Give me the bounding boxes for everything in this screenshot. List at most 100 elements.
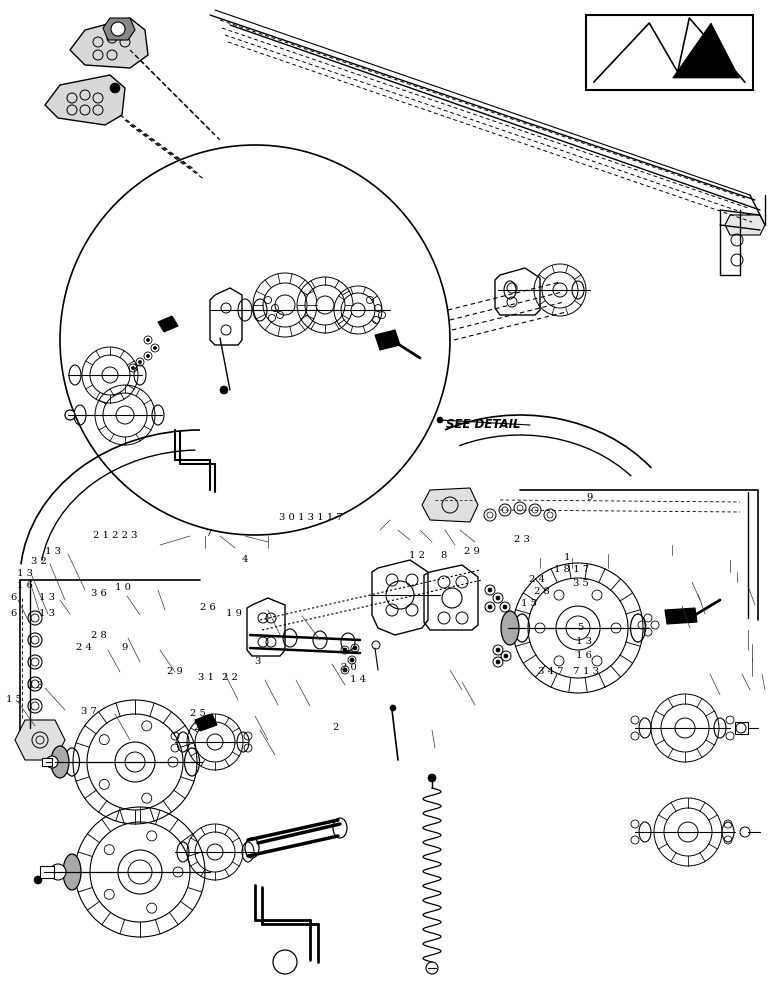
Circle shape	[34, 876, 42, 884]
Text: 3 6: 3 6	[91, 589, 106, 598]
Text: 1 6: 1 6	[17, 582, 33, 590]
Circle shape	[488, 588, 492, 592]
Text: 1 8 1 7: 1 8 1 7	[554, 566, 590, 574]
Text: 1 2: 1 2	[410, 552, 425, 560]
Circle shape	[138, 360, 141, 363]
Text: 2 9: 2 9	[167, 668, 182, 676]
Circle shape	[437, 417, 443, 423]
Circle shape	[553, 283, 567, 297]
Text: 2 1 2 2 3: 2 1 2 2 3	[92, 530, 137, 540]
Circle shape	[50, 864, 66, 880]
Circle shape	[556, 606, 600, 650]
Text: 8: 8	[441, 552, 447, 560]
Text: 1 9: 1 9	[227, 609, 242, 618]
Polygon shape	[195, 714, 217, 731]
Text: 3 7: 3 7	[81, 708, 97, 716]
Circle shape	[207, 734, 223, 750]
Circle shape	[220, 386, 228, 394]
Circle shape	[504, 654, 508, 658]
Text: 3: 3	[255, 658, 261, 666]
Circle shape	[118, 850, 162, 894]
Polygon shape	[735, 722, 748, 734]
Text: 5: 5	[577, 624, 584, 633]
Circle shape	[110, 83, 120, 93]
Text: SEE DETAIL: SEE DETAIL	[446, 418, 521, 432]
Circle shape	[125, 752, 145, 772]
Circle shape	[147, 355, 150, 358]
Circle shape	[675, 718, 695, 738]
Text: 2 4: 2 4	[76, 644, 92, 652]
Text: 9: 9	[587, 493, 593, 502]
Text: 2: 2	[332, 724, 338, 732]
Circle shape	[488, 605, 492, 609]
Circle shape	[496, 648, 500, 652]
Circle shape	[46, 756, 58, 768]
Circle shape	[390, 705, 396, 711]
Circle shape	[351, 303, 365, 317]
Polygon shape	[15, 720, 65, 760]
Text: 2 5: 2 5	[190, 710, 206, 718]
Text: 2 0: 2 0	[341, 664, 357, 672]
Text: 1: 1	[563, 554, 570, 562]
Polygon shape	[40, 866, 54, 878]
Polygon shape	[422, 488, 478, 522]
Circle shape	[116, 406, 134, 424]
Circle shape	[275, 295, 295, 315]
Polygon shape	[70, 18, 148, 68]
Text: 4: 4	[241, 556, 248, 564]
Text: 2 7: 2 7	[194, 724, 210, 732]
Polygon shape	[673, 23, 740, 78]
Text: 1 3: 1 3	[576, 638, 591, 647]
Text: 1 3: 1 3	[39, 609, 54, 618]
Text: 3 2: 3 2	[31, 558, 47, 566]
Text: 2 2: 2 2	[222, 674, 237, 682]
Circle shape	[350, 658, 354, 662]
Circle shape	[316, 296, 334, 314]
Ellipse shape	[63, 854, 81, 890]
Polygon shape	[665, 608, 697, 624]
Circle shape	[343, 648, 347, 652]
Circle shape	[496, 596, 500, 600]
Circle shape	[678, 822, 698, 842]
Text: 7: 7	[205, 528, 211, 538]
Circle shape	[154, 347, 157, 350]
Circle shape	[102, 367, 118, 383]
Circle shape	[428, 774, 436, 782]
Circle shape	[566, 616, 590, 640]
Text: 1 3: 1 3	[584, 668, 599, 676]
Text: 6: 6	[11, 593, 17, 602]
Circle shape	[207, 844, 223, 860]
Text: 2 3: 2 3	[514, 536, 529, 544]
Text: 1 3: 1 3	[45, 548, 61, 556]
Polygon shape	[103, 18, 135, 40]
Text: 7: 7	[573, 668, 579, 676]
Polygon shape	[42, 758, 52, 766]
Ellipse shape	[51, 746, 69, 778]
Text: 3 3: 3 3	[27, 682, 43, 690]
Text: 1 6: 1 6	[576, 652, 591, 660]
Text: 2 4: 2 4	[529, 576, 545, 584]
Text: 1 3: 1 3	[17, 570, 33, 578]
Circle shape	[496, 660, 500, 664]
Polygon shape	[375, 330, 400, 350]
Text: 1 5: 1 5	[6, 696, 22, 704]
Text: 1 3: 1 3	[39, 593, 54, 602]
Polygon shape	[725, 215, 765, 235]
Circle shape	[128, 860, 152, 884]
Polygon shape	[158, 316, 178, 332]
Ellipse shape	[501, 611, 519, 645]
Text: 2 8: 2 8	[92, 632, 107, 641]
Circle shape	[343, 668, 347, 672]
Text: 3 4 7: 3 4 7	[539, 668, 563, 676]
Text: 6: 6	[11, 609, 17, 618]
Circle shape	[115, 742, 155, 782]
Text: 3 5: 3 5	[573, 580, 588, 588]
Circle shape	[353, 646, 357, 650]
Circle shape	[147, 338, 150, 342]
Bar	[586, 15, 753, 90]
Circle shape	[65, 410, 75, 420]
Text: 1 5: 1 5	[521, 599, 537, 608]
Text: 2 8: 2 8	[534, 587, 549, 596]
Circle shape	[111, 22, 125, 36]
Text: 1 0: 1 0	[115, 584, 130, 592]
